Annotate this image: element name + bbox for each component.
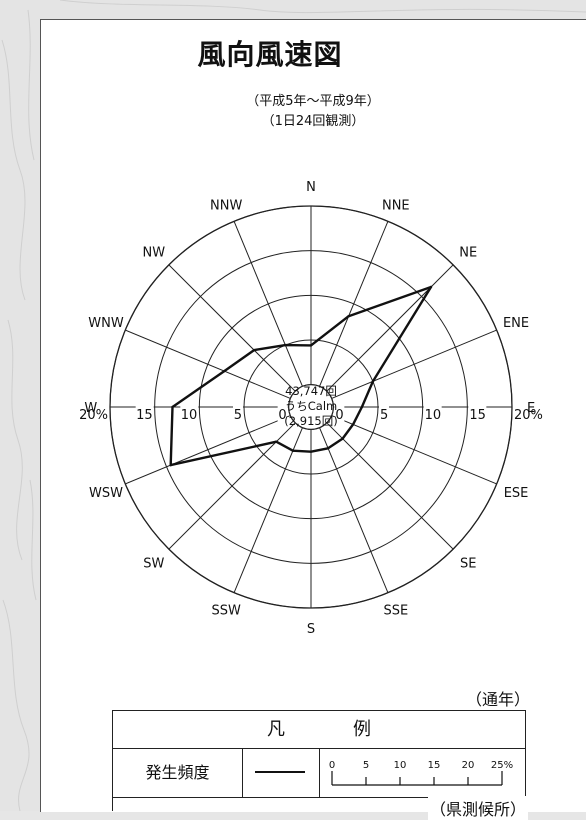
direction-label-nne: NNE — [382, 198, 410, 213]
data-point-n — [309, 344, 313, 347]
tick-label-left-15: 15 — [136, 408, 153, 423]
spoke-sw — [168, 422, 296, 550]
tick-label-right-5: 5 — [380, 408, 388, 423]
direction-label-ne: NE — [459, 245, 477, 260]
tick-label-left-20: 20% — [79, 408, 108, 423]
data-point-sse — [326, 447, 330, 450]
tick-label-bg — [135, 406, 154, 422]
source-label: （県測候所） — [428, 796, 529, 820]
tick-label-bg — [277, 406, 288, 422]
spoke-ssw — [233, 427, 303, 593]
direction-label-ese: ESE — [504, 486, 529, 501]
direction-label-e: E — [527, 401, 535, 416]
direction-label-nw: NW — [142, 245, 165, 260]
data-point-ne — [429, 285, 433, 289]
tick-label-left-0: 0 — [278, 408, 286, 423]
tick-label-left-5: 5 — [234, 408, 242, 423]
tick-label-bg — [180, 406, 199, 422]
legend-line-swatch — [255, 771, 305, 773]
data-point-ene — [371, 380, 375, 383]
page-title: 風向風速図 — [197, 38, 343, 71]
legend-divider — [113, 797, 525, 798]
center-text-line-2: うちCalm — [285, 399, 337, 413]
tick-label-bg — [334, 406, 345, 422]
scale-tick-label: 15 — [428, 760, 441, 771]
tick-label-bg — [423, 406, 442, 422]
page-subtitle-observation: （1日24回観測） — [261, 114, 365, 129]
direction-label-s: S — [307, 622, 315, 637]
legend-label-frequency: 発生頻度 — [113, 749, 243, 797]
page-subtitle-period: （平成5年～平成9年） — [246, 94, 380, 109]
data-point-s — [309, 450, 313, 453]
data-point-sw — [275, 440, 278, 443]
tick-label-right-0: 0 — [335, 408, 343, 423]
direction-label-sw: SW — [143, 557, 164, 572]
direction-label-ene: ENE — [503, 316, 529, 331]
direction-label-nnw: NNW — [210, 198, 242, 213]
chart-paper — [40, 19, 586, 812]
direction-label-se: SE — [460, 557, 476, 572]
spoke-nw — [168, 264, 296, 392]
legend-line-sample — [243, 749, 320, 797]
spoke-ne — [326, 264, 454, 392]
data-point-e — [360, 405, 364, 409]
tick-label-bg — [468, 406, 487, 422]
tick-label-bg — [379, 406, 389, 422]
scale-tick-label: 0 — [329, 760, 335, 771]
tick-label-right-15: 15 — [469, 408, 486, 423]
calm-circle — [288, 384, 334, 430]
tick-label-bg — [513, 406, 539, 422]
direction-label-ssw: SSW — [212, 604, 242, 619]
tick-label-right-20: 20% — [514, 408, 543, 423]
data-point-ssw — [291, 449, 295, 452]
spoke-ese — [331, 415, 497, 485]
spoke-ene — [331, 329, 497, 399]
scale-tick-label: 10 — [394, 760, 407, 771]
spoke-se — [326, 422, 454, 550]
direction-label-wsw: WSW — [89, 486, 123, 501]
direction-label-sse: SSE — [383, 604, 408, 619]
spoke-wsw — [125, 415, 291, 485]
frequency-polygon — [169, 285, 433, 467]
scale-tick-label: 5 — [363, 760, 369, 771]
spoke-nne — [319, 221, 389, 387]
data-point-ese — [351, 423, 355, 426]
data-point-nne — [347, 315, 350, 318]
legend-box: 凡例 発生頻度 0 5 10 15 20 25% — [112, 710, 526, 811]
data-point-se — [341, 437, 344, 440]
data-point-wsw — [169, 463, 172, 467]
spoke-wnw — [125, 329, 291, 399]
tick-label-right-10: 10 — [425, 408, 442, 423]
legend-scale: 0 5 10 15 20 25% — [329, 760, 513, 786]
direction-label-n: N — [306, 180, 316, 195]
tick-label-bg — [233, 406, 243, 422]
data-point-nnw — [284, 343, 287, 347]
scale-tick-label: 25% — [491, 760, 513, 771]
direction-label-wnw: WNW — [88, 316, 124, 331]
spoke-nnw — [233, 221, 303, 387]
spoke-sse — [319, 427, 389, 593]
data-point-nw — [252, 348, 256, 352]
data-point-wnw — [223, 369, 226, 373]
direction-label-w: W — [84, 401, 97, 416]
period-label: （通年） — [466, 690, 531, 709]
data-point-w — [171, 405, 174, 409]
scale-tick-label: 20 — [462, 760, 475, 771]
center-text-line-3: (2,915回) — [284, 414, 337, 428]
tick-label-left-10: 10 — [181, 408, 198, 423]
tick-label-bg — [83, 406, 109, 422]
center-text-line-1: 43,747回 — [285, 384, 337, 398]
legend-title: 凡例 — [113, 711, 525, 749]
